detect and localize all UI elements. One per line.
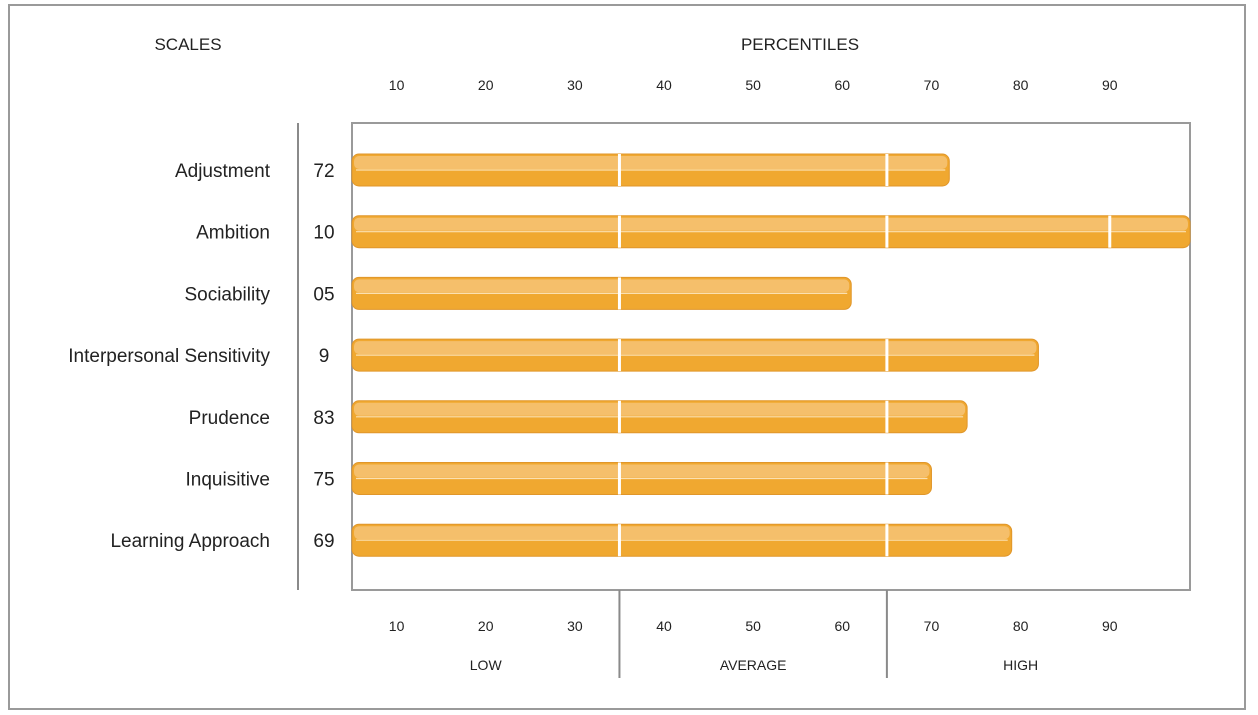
bottom-tick-label: 80	[1013, 618, 1029, 634]
bar-highlight	[354, 279, 849, 292]
scale-name: Sociability	[184, 284, 270, 305]
scale-score: 72	[313, 161, 334, 182]
top-tick-label: 50	[745, 77, 761, 93]
scale-row: Sociability 05	[184, 277, 851, 309]
top-tick-label: 20	[478, 77, 494, 93]
scale-name: Adjustment	[175, 161, 271, 182]
top-tick-label: 80	[1013, 77, 1029, 93]
scale-row: Adjustment 72	[175, 154, 949, 186]
bottom-tick-label: 40	[656, 618, 672, 634]
scale-score: 9	[319, 346, 330, 367]
scale-row: Learning Approach 69	[110, 524, 1011, 556]
bottom-tick-label: 30	[567, 618, 583, 634]
top-tick-label: 40	[656, 77, 672, 93]
scale-score: 05	[313, 284, 334, 305]
top-tick-label: 30	[567, 77, 583, 93]
scale-name: Ambition	[196, 223, 270, 244]
scale-rows: Adjustment 72 Ambition 10 Sociability 05 Inter…	[68, 154, 1190, 556]
bar-highlight	[354, 156, 947, 169]
scale-name: Interpersonal Sensitivity	[68, 346, 270, 367]
top-tick-label: 70	[924, 77, 940, 93]
bar-highlight	[354, 218, 1188, 231]
scale-score: 75	[313, 470, 334, 491]
bottom-tick-label: 90	[1102, 618, 1118, 634]
top-tick-label: 10	[389, 77, 405, 93]
scale-row: Interpersonal Sensitivity 9	[68, 339, 1038, 371]
bar-highlight	[354, 465, 929, 478]
bottom-tick-label: 60	[835, 618, 851, 634]
top-tick-label: 60	[835, 77, 851, 93]
scale-score: 83	[313, 408, 334, 429]
scale-row: Prudence 83	[189, 401, 967, 433]
scale-score: 10	[313, 223, 334, 244]
bottom-tick-label: 20	[478, 618, 494, 634]
scale-row: Ambition 10	[196, 216, 1190, 248]
percentiles-header: PERCENTILES	[741, 35, 859, 54]
band-label-low: LOW	[470, 657, 503, 673]
bottom-tick-label: 70	[924, 618, 940, 634]
scale-score: 69	[313, 531, 334, 552]
bottom-tick-label: 50	[745, 618, 761, 634]
scale-name: Inquisitive	[186, 470, 271, 491]
bar-highlight	[354, 403, 965, 416]
band-label-high: HIGH	[1003, 657, 1038, 673]
top-tick-labels: 10 20 30 40 50 60 70 80 90	[389, 77, 1118, 93]
bar-highlight	[354, 526, 1010, 539]
band-label-average: AVERAGE	[720, 657, 787, 673]
scale-name: Prudence	[189, 408, 270, 429]
bottom-tick-label: 10	[389, 618, 405, 634]
scale-name: Learning Approach	[110, 531, 270, 552]
scales-header: SCALES	[154, 35, 221, 54]
bottom-tick-labels: 10 20 30 40 50 60 70 80 90	[389, 618, 1118, 634]
band-labels: LOW AVERAGE HIGH	[470, 657, 1038, 673]
top-tick-label: 90	[1102, 77, 1118, 93]
bar-highlight	[354, 341, 1036, 354]
